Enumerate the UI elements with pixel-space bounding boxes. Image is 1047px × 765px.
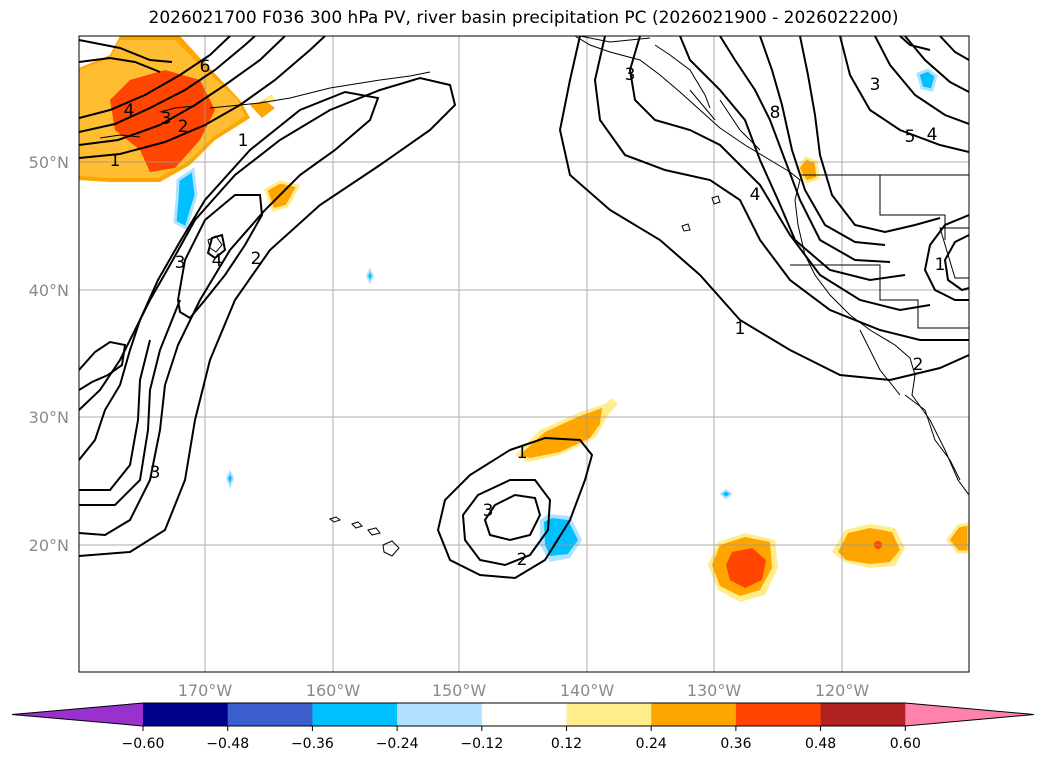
lon-labels: 170°W 160°W 150°W 140°W 130°W 120°W <box>178 681 870 700</box>
contour-label: 4 <box>212 251 223 271</box>
lat-label: 20°N <box>29 536 69 555</box>
contour-label: 3 <box>483 501 494 521</box>
map-frame <box>78 35 970 673</box>
contour-label: 1 <box>735 319 746 339</box>
contour-label: 1 <box>517 443 528 463</box>
colorbar-segment <box>312 703 398 726</box>
lon-label: 150°W <box>432 681 487 700</box>
contour-label: 2 <box>517 550 528 570</box>
contour-label: 5 <box>905 127 916 147</box>
contour-label: 3 <box>625 65 636 85</box>
contour-label: 4 <box>124 101 135 121</box>
lon-label: 160°W <box>306 681 361 700</box>
lon-label: 120°W <box>815 681 870 700</box>
contour-label: 4 <box>750 185 761 205</box>
contour-label: 3 <box>150 463 161 483</box>
colorbar-segment <box>143 703 229 726</box>
lon-label: 140°W <box>560 681 615 700</box>
contour-label: 2 <box>251 249 262 269</box>
colorbar-segment <box>227 703 313 726</box>
contour-label: 1 <box>935 255 946 275</box>
lat-label: 40°N <box>29 281 69 300</box>
contour-label: 2 <box>913 355 924 375</box>
pv-contours <box>79 36 969 580</box>
colorbar-tick-label: 0.36 <box>720 736 751 752</box>
map-area <box>79 36 969 672</box>
contour-label: 1 <box>110 151 121 171</box>
colorbar-segment <box>397 703 483 726</box>
colorbar-segment <box>651 703 737 726</box>
colorbar-tick-label: 0.48 <box>805 736 836 752</box>
lat-labels: 50°N 40°N 30°N 20°N <box>29 153 69 555</box>
colorbar-segment <box>905 703 1034 726</box>
colorbar-segment <box>735 703 822 726</box>
contour-label: 3 <box>161 109 172 129</box>
colorbar: −0.60 −0.48 −0.36 −0.24 −0.12 0.12 0.24 0.36 0.4… <box>11 702 1035 752</box>
contour-label: 6 <box>200 57 211 77</box>
colorbar-segment <box>820 703 906 726</box>
contour-label: 1 <box>238 131 249 151</box>
colorbar-tick-label: −0.60 <box>122 736 165 752</box>
lat-label: 50°N <box>29 153 69 172</box>
colorbar-segment <box>12 703 143 726</box>
colorbar-tick-label: −0.24 <box>376 736 419 752</box>
colorbar-tick-label: 0.60 <box>890 736 921 752</box>
contour-label: 2 <box>178 117 189 137</box>
contour-label: 4 <box>927 125 938 145</box>
contour-label: 3 <box>175 253 186 273</box>
lat-label: 30°N <box>29 408 69 427</box>
colorbar-tick-label: −0.12 <box>460 736 503 752</box>
contour-label: 8 <box>770 103 781 123</box>
colorbar-tick-label: 0.24 <box>636 736 667 752</box>
precip-shading <box>79 36 969 602</box>
colorbar-segment <box>566 703 652 726</box>
contour-label: 3 <box>870 75 881 95</box>
gridlines <box>79 36 969 672</box>
lon-label: 170°W <box>178 681 233 700</box>
contour-labels: 1 2 3 4 6 1 2 3 4 3 1 3 2 1 2 3 4 8 3 5 … <box>110 57 946 570</box>
lon-label: 130°W <box>687 681 742 700</box>
colorbar-tick-label: −0.48 <box>206 736 249 752</box>
map-title: 2026021700 F036 300 hPa PV, river basin … <box>148 8 899 28</box>
colorbar-segment <box>481 703 567 726</box>
colorbar-tick-label: −0.36 <box>291 736 334 752</box>
colorbar-tick-label: 0.12 <box>551 736 582 752</box>
